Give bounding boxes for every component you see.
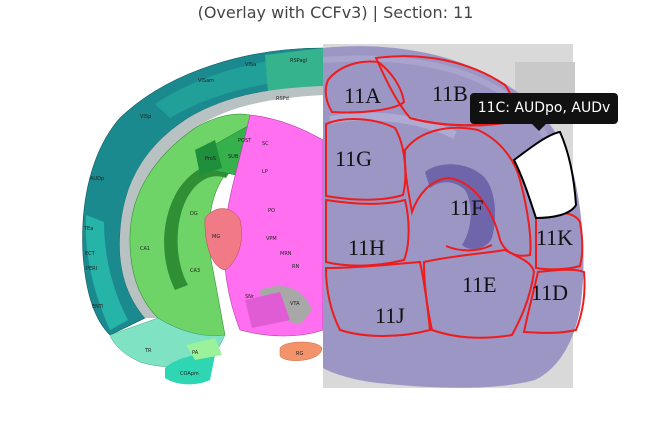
figure-title: (Overlay with CCFv3) | Section: 11 [197,3,474,22]
atlas-label: ENTl [92,304,103,310]
atlas-label: SUB [228,154,239,160]
atlas-lateral-nucleus [204,208,242,271]
atlas-label: LP [262,169,268,175]
atlas-label: POST [238,138,252,144]
atlas-label: TEa [83,226,93,232]
outline-11A [324,60,406,114]
tooltip-arrow-icon [532,124,546,131]
outline-11J [324,260,432,337]
atlas-pa [186,338,222,360]
atlas-dentate-gyrus [164,164,232,290]
atlas-label: PERI [86,266,97,272]
atlas-label: RN [292,264,299,270]
region-label-11B[interactable]: 11B [432,81,468,106]
atlas-label: COApm [180,371,199,377]
region-label-11G[interactable]: 11G [335,146,372,171]
atlas-label: SNr [245,294,255,300]
atlas-label: RSPagl [290,58,307,64]
outline-11F-lower [445,244,493,252]
atlas-label: VISp [140,114,151,120]
region-label-11J[interactable]: 11J [375,303,405,328]
atlas-label: VPM [266,236,277,242]
atlas-label: CA3 [190,268,200,274]
outline-11H [325,198,410,267]
atlas-label: SC [262,141,269,147]
histology-section [322,44,584,388]
atlas-label: RG [296,351,303,357]
region-label-11E[interactable]: 11E [462,272,497,297]
atlas-lateral-cortex [85,215,128,330]
atlas-label: CA1 [140,246,150,252]
atlas-coa [165,354,215,385]
atlas-vta [245,292,290,328]
outline-11E [422,248,536,339]
atlas-label: PO [268,208,275,214]
atlas-thalamus [223,114,324,337]
atlas-diagram: VISa RSPagl VISam VISp RSPd AUDp TEa ECT… [82,47,324,385]
atlas-labels: VISa RSPagl VISam VISp RSPd AUDp TEa ECT… [83,58,307,377]
tissue [323,46,584,388]
atlas-fiber-tract [119,86,323,318]
atlas-label: RSPd [276,96,289,102]
atlas-rg [279,341,323,361]
atlas-label: PA [192,350,199,356]
atlas-label: ProS [205,156,216,162]
atlas-label: ECT [85,251,96,257]
outline-11D [522,268,586,334]
atlas-label: DG [190,211,198,217]
atlas-label: TR [144,348,152,354]
region-label-11K[interactable]: 11K [536,225,573,250]
atlas-pros [195,140,222,175]
hippocampus-dark [425,164,496,250]
atlas-label: VTA [290,301,300,307]
atlas-label: VISa [245,62,256,68]
atlas-label: MG [212,234,220,240]
region-label-11A[interactable]: 11A [344,83,381,108]
atlas-rsp [265,48,323,92]
region-label-11D[interactable]: 11D [531,280,568,305]
atlas-label: AUDp [90,176,104,182]
atlas-label: MRN [280,251,292,257]
highlight-11C[interactable] [512,130,578,220]
atlas-label: VISam [198,78,214,84]
hover-tooltip: 11C: AUDpo, AUDv [470,93,618,124]
region-label-11H[interactable]: 11H [348,235,385,260]
region-labels: 11A 11B 11G 11F 11K 11H 11E 11D 11J [335,81,573,328]
region-label-11F[interactable]: 11F [450,195,483,220]
